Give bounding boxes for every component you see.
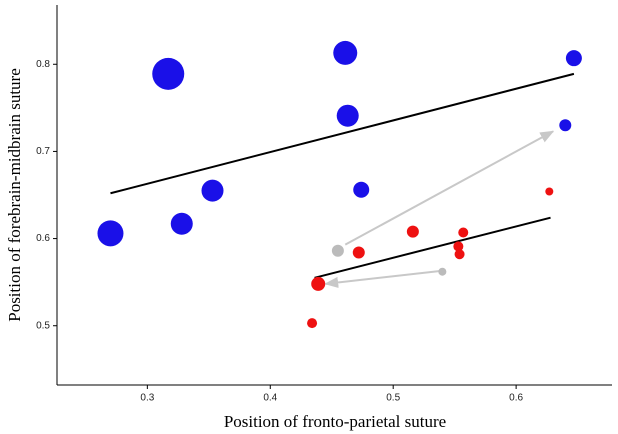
- point: [565, 50, 582, 67]
- point: [170, 212, 193, 235]
- point: [331, 244, 344, 257]
- point: [201, 179, 224, 202]
- point: [311, 276, 326, 291]
- y-tick-label: 0.6: [36, 233, 50, 244]
- point: [453, 241, 464, 252]
- point: [438, 267, 447, 276]
- arrow: [344, 130, 555, 246]
- point: [307, 318, 318, 329]
- trend-line: [314, 216, 551, 279]
- x-axis-title: Position of fronto-parietal suture: [224, 412, 446, 431]
- point: [97, 220, 124, 247]
- point: [152, 57, 185, 90]
- x-tick-label: 0.4: [263, 393, 277, 404]
- x-tick-label: 0.3: [140, 393, 154, 404]
- trend-line: [110, 72, 575, 195]
- point: [458, 227, 469, 238]
- x-tick-label: 0.6: [509, 393, 523, 404]
- point: [336, 104, 359, 127]
- point: [559, 119, 572, 132]
- point: [406, 225, 419, 238]
- y-tick-label: 0.7: [36, 146, 50, 157]
- y-tick-label: 0.8: [36, 59, 50, 70]
- point: [333, 40, 358, 65]
- point: [454, 249, 465, 260]
- point: [353, 181, 370, 198]
- point: [545, 187, 554, 196]
- y-tick-label: 0.5: [36, 320, 50, 331]
- y-axis-title: Position of forebrain-midbrain suture: [5, 68, 24, 322]
- x-tick-label: 0.5: [386, 393, 400, 404]
- arrow: [324, 269, 442, 289]
- point: [352, 246, 365, 259]
